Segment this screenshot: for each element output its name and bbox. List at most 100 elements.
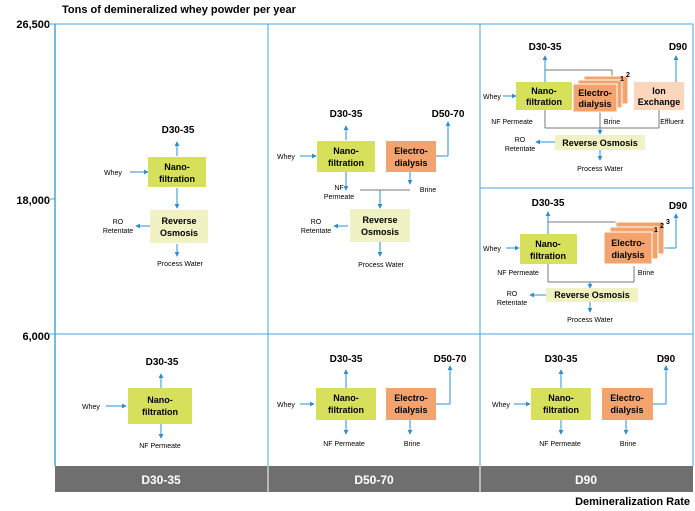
- box-label: Electro-: [578, 88, 612, 98]
- y-tick-6000: 6,000: [22, 331, 50, 343]
- output-label: Permeate: [324, 194, 354, 201]
- output-label: NF Permeate: [323, 441, 365, 448]
- column-label-d30-35: D30-35: [141, 473, 181, 487]
- box-label: filtration: [543, 405, 579, 415]
- output-label: Process Water: [567, 317, 613, 324]
- cell-d90-middle: Nano- filtration Electro- dialysis 1 2 3…: [483, 198, 688, 324]
- input-label: Whey: [104, 170, 122, 177]
- column-label-d90: D90: [575, 473, 597, 487]
- output-label: Brine: [404, 441, 420, 448]
- box-label: Osmosis: [160, 228, 198, 238]
- reverse-osmosis-box: [546, 288, 638, 302]
- box-label: Nano-: [147, 395, 173, 405]
- reverse-osmosis-box: [150, 210, 208, 243]
- electrodialysis-box: [386, 141, 436, 172]
- output-label: Brine: [604, 119, 620, 126]
- output-label: RO: [311, 219, 322, 226]
- reverse-osmosis-box: [350, 209, 410, 242]
- output-label: D90: [669, 42, 688, 53]
- stack-number: 2: [660, 223, 664, 230]
- output-label: RO: [113, 219, 124, 226]
- electrodialysis-box: [386, 388, 436, 420]
- input-label: Whey: [492, 402, 510, 409]
- box-label: Nano-: [333, 393, 359, 403]
- stack-number: 2: [626, 72, 630, 79]
- box-label: dialysis: [394, 405, 427, 415]
- cell-d50-upper: Nano- filtration Electro- dialysis Rever…: [277, 109, 465, 269]
- x-axis-label: Demineralization Rate: [575, 496, 690, 508]
- input-label: Whey: [82, 404, 100, 411]
- box-label: Reverse: [362, 215, 397, 225]
- box-label: Reverse Osmosis: [562, 138, 638, 148]
- cell-d90-lower: Nano- filtration Electro- dialysis D30-3…: [492, 354, 676, 448]
- box-label: Nano-: [535, 239, 561, 249]
- output-label: Retentate: [497, 300, 527, 307]
- cell-d30-lower: Nano- filtration D30-35 Whey NF Permeate: [82, 357, 192, 450]
- box-label: Electro-: [611, 238, 645, 248]
- box-label: Electro-: [610, 393, 644, 403]
- output-label: NF Permeate: [139, 443, 181, 450]
- output-label: D50-70: [432, 109, 465, 120]
- input-label: Whey: [277, 402, 295, 409]
- output-label: Brine: [420, 187, 436, 194]
- output-label: Process Water: [358, 262, 404, 269]
- box-label: Nano-: [531, 86, 557, 96]
- output-label: RO: [507, 291, 518, 298]
- stack-number: 1: [620, 76, 624, 83]
- box-label: Nano-: [164, 162, 190, 172]
- box-label: dialysis: [610, 405, 643, 415]
- x-axis-band: [55, 466, 693, 492]
- nanofiltration-box: [148, 157, 206, 187]
- output-label: D30-35: [330, 109, 363, 120]
- output-label: Process Water: [157, 261, 203, 268]
- output-label: NF Permeate: [497, 270, 539, 277]
- output-label: Brine: [638, 270, 654, 277]
- box-label: Reverse Osmosis: [554, 290, 630, 300]
- box-label: dialysis: [578, 99, 611, 109]
- grid-lines: [48, 23, 694, 466]
- box-label: Osmosis: [361, 227, 399, 237]
- y-tick-26500: 26,500: [16, 19, 50, 31]
- nanofiltration-box: [128, 388, 192, 424]
- input-label: Whey: [483, 94, 501, 101]
- output-label: D30-35: [529, 42, 562, 53]
- box-label: Nano-: [548, 393, 574, 403]
- box-label: Electro-: [394, 146, 428, 156]
- output-label: NF: [334, 185, 343, 192]
- output-label: NF Permeate: [491, 119, 533, 126]
- output-label: D30-35: [545, 354, 578, 365]
- ion-exchange-box: [634, 82, 684, 110]
- nanofiltration-box: [316, 388, 376, 420]
- input-label: Whey: [483, 246, 501, 253]
- nanofiltration-box: [317, 141, 375, 172]
- output-label: Retentate: [505, 146, 535, 153]
- electrodialysis-box: [572, 83, 618, 113]
- box-label: Ion: [652, 86, 666, 96]
- y-tick-18000: 18,000: [16, 195, 50, 207]
- reverse-osmosis-box: [555, 135, 645, 150]
- output-label: D30-35: [162, 125, 195, 136]
- electrodialysis-box: [603, 231, 653, 265]
- output-label: RO: [515, 137, 526, 144]
- cell-d90-top: Nano- filtration Electro- dialysis 1 2 I…: [483, 42, 688, 173]
- box-label: Exchange: [638, 97, 681, 107]
- cell-d50-lower: Nano- filtration Electro- dialysis D30-3…: [277, 354, 467, 448]
- output-label: D30-35: [146, 357, 179, 368]
- input-label: Whey: [277, 154, 295, 161]
- output-label: Process Water: [577, 166, 623, 173]
- box-label: filtration: [159, 174, 195, 184]
- box-label: filtration: [328, 405, 364, 415]
- box-label: dialysis: [611, 250, 644, 260]
- output-label: D30-35: [532, 198, 565, 209]
- electrodialysis-box: [602, 388, 653, 420]
- box-label: filtration: [530, 251, 566, 261]
- box-label: Electro-: [394, 393, 428, 403]
- output-label: D90: [669, 201, 688, 212]
- nanofiltration-box: [531, 388, 591, 420]
- box-label: Nano-: [333, 146, 359, 156]
- output-label: Retentate: [103, 228, 133, 235]
- cell-d30-upper: Nano- filtration Reverse Osmosis D30-35 …: [103, 125, 208, 268]
- box-label: dialysis: [394, 158, 427, 168]
- box-label: filtration: [526, 97, 562, 107]
- output-label: Retentate: [301, 228, 331, 235]
